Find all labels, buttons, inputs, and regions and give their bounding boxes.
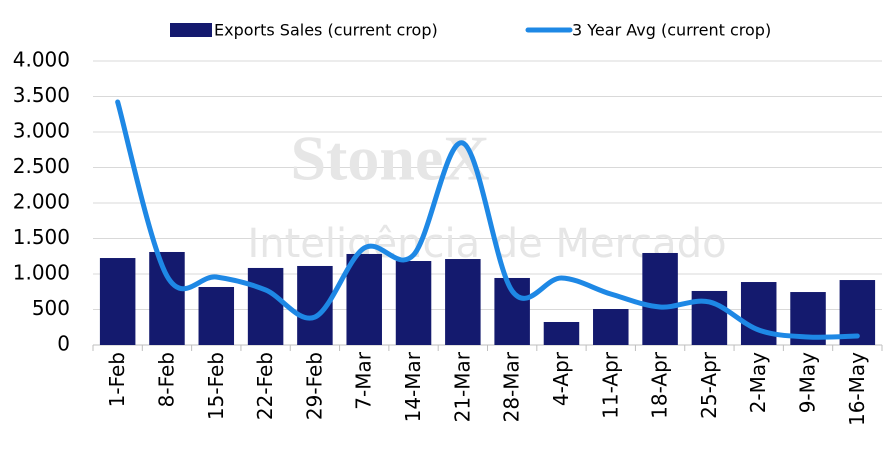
legend-swatch <box>170 23 212 37</box>
x-tick-label: 16-May <box>845 352 869 426</box>
x-tick-label: 4-Apr <box>549 351 573 406</box>
bar <box>395 261 432 345</box>
legend-label: Exports Sales (current crop) <box>214 21 438 40</box>
x-tick-label: 15-Feb <box>204 352 228 420</box>
x-tick-label: 25-Apr <box>697 351 721 419</box>
y-tick-label: 2.000 <box>13 190 70 214</box>
y-tick-label: 3.000 <box>13 119 70 143</box>
y-tick-label: 500 <box>32 296 70 320</box>
line <box>115 99 860 340</box>
x-tick-label: 29-Feb <box>302 352 326 420</box>
y-tick-label: 4.000 <box>13 48 70 72</box>
x-tick-label: 22-Feb <box>253 352 277 420</box>
bar <box>198 286 235 345</box>
legend-label: 3 Year Avg (current crop) <box>572 21 771 40</box>
bar <box>593 309 629 345</box>
y-tick-label: 3.500 <box>13 83 70 107</box>
x-tick-label: 7-Mar <box>352 351 376 409</box>
bar <box>346 253 382 345</box>
y-tick-label: 0 <box>57 332 70 356</box>
bar <box>642 252 678 345</box>
y-tick-label: 2.500 <box>13 154 70 178</box>
x-tick-label: 21-Mar <box>450 351 474 422</box>
bar <box>543 321 580 345</box>
watermark-logo: StoneX <box>290 123 489 194</box>
x-tick-label: 1-Feb <box>105 352 129 407</box>
x-tick-label: 9-May <box>796 352 820 413</box>
x-tick-label: 14-Mar <box>401 351 425 422</box>
bar <box>99 258 136 345</box>
x-tick-label: 28-Mar <box>500 351 524 422</box>
y-tick-label: 1.000 <box>13 261 70 285</box>
bar <box>247 267 284 345</box>
bar <box>445 259 481 345</box>
x-tick-label: 2-May <box>746 352 770 413</box>
x-tick-label: 11-Apr <box>598 351 622 419</box>
y-tick-label: 1.500 <box>13 225 70 249</box>
x-tick-label: 18-Apr <box>648 351 672 419</box>
bar <box>149 251 185 345</box>
x-tick-label: 8-Feb <box>154 352 178 407</box>
